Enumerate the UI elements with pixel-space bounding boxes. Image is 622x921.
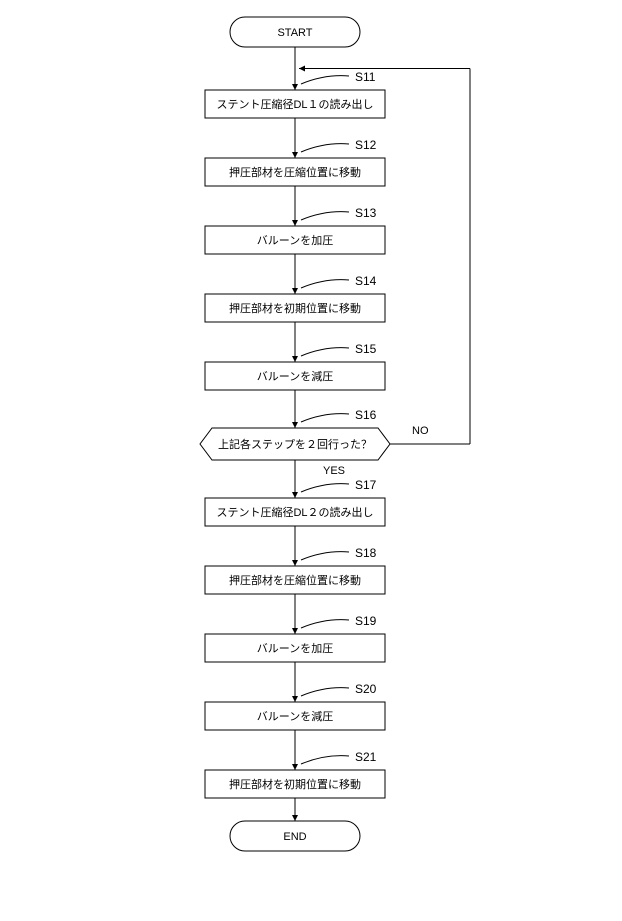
step-S14-label: 押圧部材を初期位置に移動 xyxy=(229,301,361,315)
step-S12-label: 押圧部材を圧縮位置に移動 xyxy=(229,165,361,179)
leader-S14 xyxy=(301,280,349,288)
step-id-S21: S21 xyxy=(355,750,377,764)
step-S16-label: 上記各ステップを２回行った？ xyxy=(218,437,372,451)
start-node-label: START xyxy=(277,27,312,39)
step-S17-label: ステント圧縮径DL２の読み出し xyxy=(216,505,373,519)
step-id-S20: S20 xyxy=(355,682,377,696)
step-id-S12: S12 xyxy=(355,138,377,152)
leader-S13 xyxy=(301,212,349,220)
leader-S17 xyxy=(301,484,349,492)
step-S19-label: バルーンを加圧 xyxy=(257,642,333,655)
step-id-S13: S13 xyxy=(355,206,377,220)
step-S13-label: バルーンを加圧 xyxy=(257,234,333,247)
step-S20-label: バルーンを減圧 xyxy=(257,709,333,723)
step-id-S17: S17 xyxy=(355,478,377,492)
leader-S20 xyxy=(301,688,349,696)
leader-S11 xyxy=(301,76,349,84)
yes-label: YES xyxy=(323,465,345,477)
no-label: NO xyxy=(412,425,429,437)
step-S21-label: 押圧部材を初期位置に移動 xyxy=(229,777,361,791)
step-id-S16: S16 xyxy=(355,408,377,422)
leader-S12 xyxy=(301,144,349,152)
step-S18-label: 押圧部材を圧縮位置に移動 xyxy=(229,573,361,587)
leader-S16 xyxy=(301,414,349,422)
step-S15-label: バルーンを減圧 xyxy=(257,369,333,383)
end-node-label: END xyxy=(283,831,306,843)
leader-S18 xyxy=(301,552,349,560)
step-id-S14: S14 xyxy=(355,274,377,288)
step-id-S11: S11 xyxy=(355,70,376,84)
step-id-S15: S15 xyxy=(355,342,377,356)
step-S11-label: ステント圧縮径DL１の読み出し xyxy=(216,97,373,111)
leader-S15 xyxy=(301,348,349,356)
leader-S21 xyxy=(301,756,349,764)
step-id-S19: S19 xyxy=(355,614,377,628)
leader-S19 xyxy=(301,620,349,628)
step-id-S18: S18 xyxy=(355,546,377,560)
